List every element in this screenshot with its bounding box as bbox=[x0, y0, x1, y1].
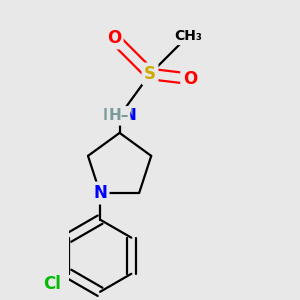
Text: H–: H– bbox=[108, 108, 129, 123]
Text: CH₃: CH₃ bbox=[174, 29, 202, 43]
Text: Cl: Cl bbox=[43, 275, 61, 293]
Text: N: N bbox=[93, 184, 107, 202]
Text: O: O bbox=[107, 29, 121, 47]
Text: O: O bbox=[183, 70, 197, 88]
Text: S: S bbox=[144, 65, 156, 83]
Text: N: N bbox=[123, 108, 136, 123]
Text: H–N: H–N bbox=[103, 108, 136, 123]
